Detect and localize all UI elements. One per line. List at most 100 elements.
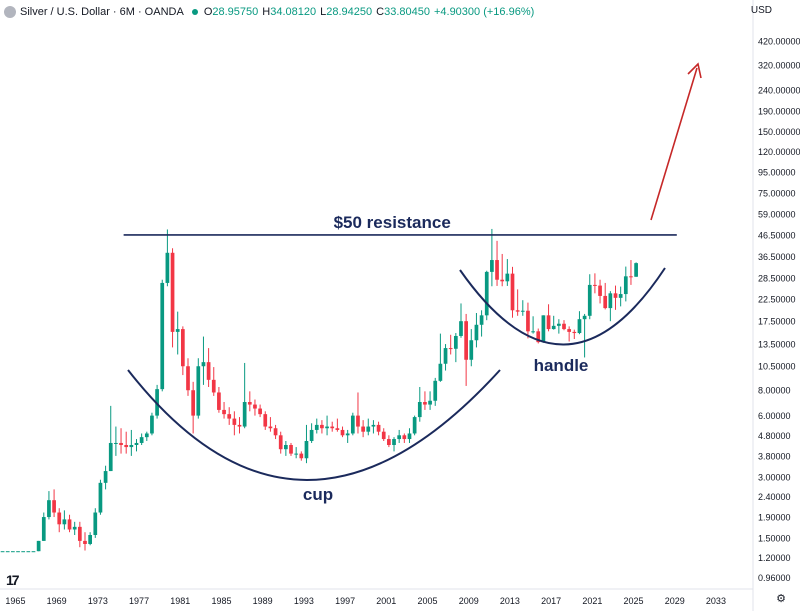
resistance-label: $50 resistance: [334, 213, 451, 232]
price-axis-tick-label: 59.00000: [758, 209, 796, 219]
candle: [21, 551, 26, 553]
tradingview-logo[interactable]: 17: [6, 572, 20, 588]
candle: [443, 344, 448, 371]
close-label: C: [376, 6, 385, 18]
candle: [526, 302, 530, 339]
price-axis-tick-label: 3.00000: [758, 472, 791, 482]
candle: [31, 551, 36, 553]
candle-body: [345, 433, 350, 436]
candle: [289, 442, 293, 456]
candle: [577, 311, 582, 335]
candle: [247, 391, 252, 412]
candle: [387, 435, 391, 448]
time-axis: 1965 1969 1973 1977 1981 1985 1989 1993 1997 2001…: [5, 596, 726, 606]
candle-body: [222, 409, 226, 415]
currency-label[interactable]: USD: [750, 5, 772, 16]
candle-body: [83, 540, 87, 544]
candle-body: [309, 429, 314, 441]
candle-body: [284, 444, 288, 450]
market-status-icon: [191, 9, 198, 15]
candle-body: [490, 260, 494, 272]
time-axis-tick-label: 2001: [376, 596, 396, 606]
candle: [77, 521, 82, 548]
candle-body: [227, 414, 232, 419]
high-value: 34.08120: [270, 6, 317, 18]
candle-body: [273, 428, 278, 436]
cup-curve: [127, 369, 501, 481]
candle: [284, 440, 288, 456]
candle: [129, 429, 134, 456]
symbol-title[interactable]: Silver / U.S. Dollar · 6M · OANDA: [20, 6, 184, 18]
time-axis-tick-label: 2029: [665, 596, 685, 606]
candle: [381, 428, 386, 441]
candle: [510, 266, 515, 318]
candle: [598, 279, 602, 304]
candle-body: [304, 440, 309, 459]
candle-body: [330, 426, 335, 429]
candle: [314, 418, 319, 434]
projection-arrow-head: [687, 62, 702, 79]
candle-body: [387, 439, 391, 445]
candle-body: [144, 433, 149, 438]
candle-body: [160, 282, 165, 390]
candle-body: [582, 315, 587, 320]
candle-body: [41, 517, 46, 541]
candle: [484, 270, 489, 321]
candle: [572, 329, 577, 339]
candle-body: [129, 444, 134, 448]
candle: [562, 320, 566, 331]
candle-body: [381, 431, 386, 440]
candle: [273, 424, 278, 440]
candle-body: [541, 315, 546, 343]
price-axis-tick-label: 36.50000: [758, 252, 796, 262]
candle: [201, 336, 206, 385]
candle-body: [526, 310, 530, 332]
candle-body: [469, 340, 474, 360]
candle: [335, 418, 340, 432]
candle-body: [510, 273, 515, 311]
candle: [448, 334, 453, 355]
candle-body: [567, 329, 572, 332]
candle: [253, 399, 257, 416]
time-axis-tick-label: 2033: [706, 596, 726, 606]
price-axis-tick-label: 95.00000: [758, 167, 796, 177]
candle: [57, 508, 62, 533]
candle: [567, 326, 572, 342]
candle-body: [62, 519, 67, 525]
candle-body: [114, 442, 118, 444]
candle-body: [31, 551, 36, 553]
candle-body: [196, 366, 201, 416]
candle: [345, 429, 350, 443]
price-axis-tick-label: 320.00000: [758, 60, 800, 70]
candle: [294, 447, 299, 459]
candle-body: [479, 315, 484, 325]
candle: [613, 285, 618, 310]
candle: [402, 433, 407, 443]
candle-body: [428, 400, 432, 405]
candle: [134, 439, 139, 452]
candle: [423, 391, 427, 410]
candle: [52, 489, 56, 518]
candle: [453, 333, 458, 363]
candle-body: [26, 551, 31, 553]
candle-body: [299, 453, 304, 459]
candle-body: [119, 442, 123, 445]
time-axis-tick-label: 1965: [5, 596, 25, 606]
candle: [546, 304, 551, 332]
candle: [36, 540, 41, 552]
candle-body: [572, 331, 577, 334]
candle: [464, 313, 468, 386]
close-value: 33.80450: [384, 6, 430, 18]
gear-icon[interactable]: ⚙: [776, 593, 786, 605]
time-axis-tick-label: 1973: [88, 596, 108, 606]
candle: [340, 426, 345, 438]
candle: [16, 551, 20, 553]
candle: [170, 248, 175, 348]
candle-body: [88, 535, 92, 544]
time-axis-tick-label: 1969: [47, 596, 67, 606]
candle: [165, 229, 170, 287]
open-value: 28.95750: [212, 6, 259, 18]
candle-body: [433, 380, 438, 401]
